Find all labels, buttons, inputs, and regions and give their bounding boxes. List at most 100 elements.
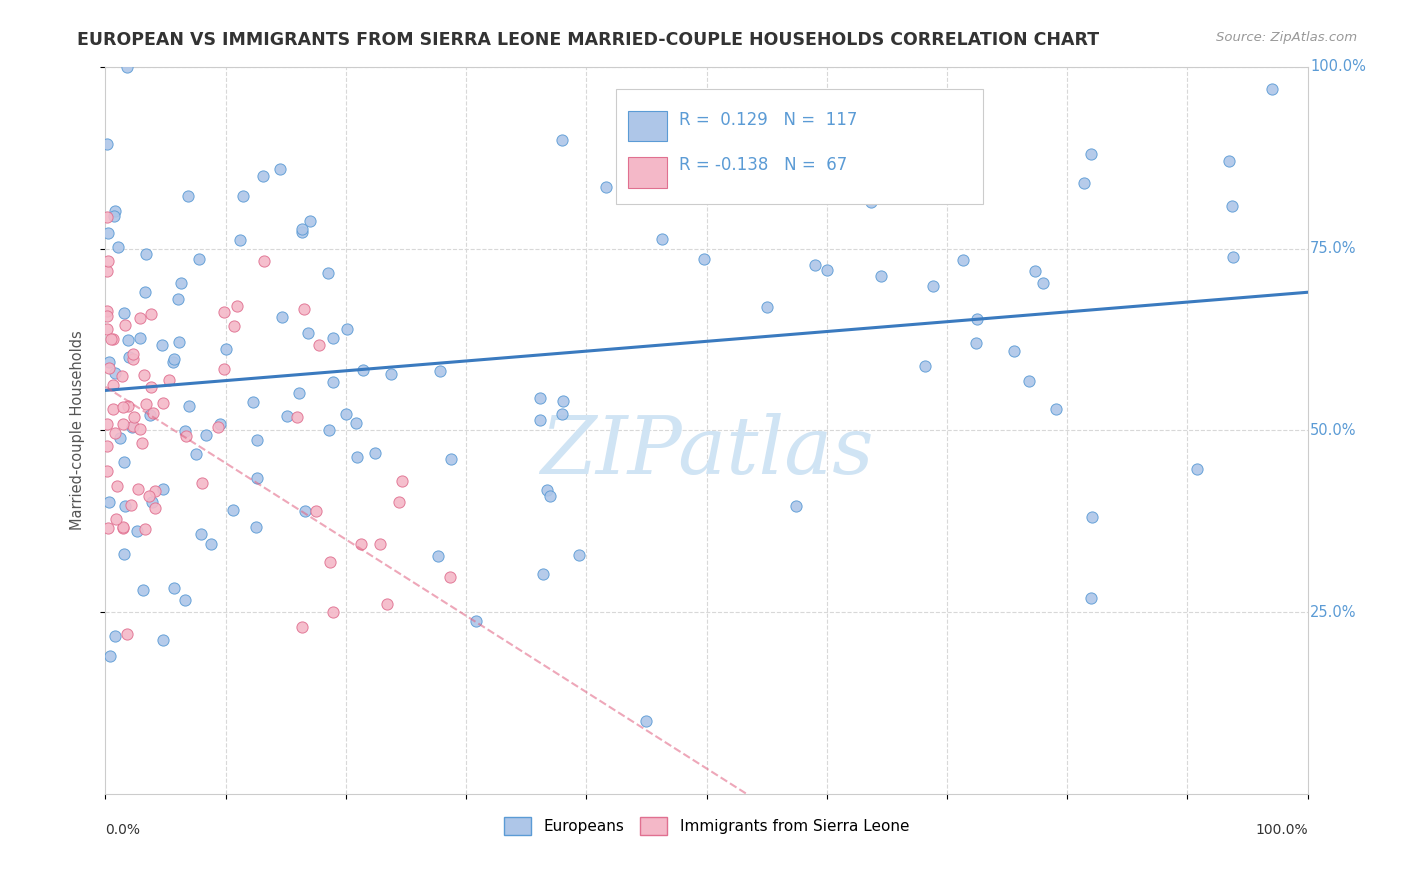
- Point: [112, 306, 135, 320]
- Point: [1045, 401, 1067, 416]
- Point: [245, 520, 267, 534]
- Point: [186, 447, 208, 461]
- Point: [551, 408, 574, 422]
- Point: [163, 581, 186, 595]
- Point: [465, 614, 488, 628]
- Point: [551, 394, 574, 409]
- Point: [105, 479, 128, 493]
- Point: [1073, 177, 1095, 191]
- Text: R =  0.129   N =  117: R = 0.129 N = 117: [679, 111, 858, 129]
- Point: [134, 522, 156, 536]
- Point: [141, 494, 163, 508]
- Point: [291, 222, 314, 236]
- Point: [318, 266, 340, 280]
- Point: [269, 161, 291, 176]
- Point: [129, 310, 152, 325]
- Point: [121, 420, 143, 434]
- Point: [222, 319, 245, 334]
- Point: [112, 520, 135, 534]
- Point: [129, 331, 152, 345]
- Point: [344, 416, 367, 430]
- Point: [96, 304, 118, 318]
- Point: [111, 417, 134, 432]
- Point: [914, 359, 936, 373]
- Point: [785, 499, 807, 513]
- Point: [322, 376, 344, 390]
- Point: [1018, 374, 1040, 388]
- Point: [1218, 154, 1240, 169]
- Point: [117, 333, 139, 347]
- Point: [290, 620, 312, 634]
- Point: [122, 352, 145, 367]
- Point: [96, 322, 118, 336]
- Point: [190, 526, 212, 541]
- Point: [104, 204, 127, 219]
- Point: [1002, 344, 1025, 359]
- Point: [1032, 276, 1054, 290]
- Text: R = -0.138   N =  67: R = -0.138 N = 67: [679, 156, 848, 174]
- Text: 100.0%: 100.0%: [1310, 60, 1365, 74]
- Point: [529, 392, 551, 406]
- Point: [173, 593, 195, 607]
- Point: [174, 424, 197, 438]
- Point: [191, 475, 214, 490]
- Point: [427, 549, 450, 563]
- Point: [212, 305, 235, 319]
- Point: [96, 137, 118, 152]
- Point: [860, 195, 883, 210]
- Point: [364, 445, 387, 459]
- Text: ZIPatlas: ZIPatlas: [540, 414, 873, 491]
- Text: 50.0%: 50.0%: [1310, 423, 1357, 438]
- Point: [194, 427, 217, 442]
- Point: [299, 214, 322, 228]
- Point: [122, 419, 145, 434]
- Point: [531, 566, 554, 581]
- Point: [226, 299, 249, 313]
- Point: [96, 439, 118, 453]
- Point: [143, 500, 166, 515]
- Point: [568, 548, 591, 562]
- Point: [815, 263, 838, 277]
- Point: [380, 367, 402, 381]
- Point: [107, 240, 129, 254]
- Point: [131, 436, 153, 450]
- Point: [232, 189, 254, 203]
- Text: Source: ZipAtlas.com: Source: ZipAtlas.com: [1216, 31, 1357, 45]
- Point: [134, 285, 156, 299]
- Point: [595, 180, 617, 194]
- Point: [112, 455, 135, 469]
- Point: [103, 401, 125, 416]
- Point: [120, 498, 142, 512]
- Text: 0.0%: 0.0%: [105, 822, 141, 837]
- Point: [551, 132, 574, 146]
- Point: [167, 292, 190, 306]
- Point: [163, 352, 186, 367]
- Point: [142, 406, 165, 420]
- Point: [1220, 199, 1243, 213]
- Point: [104, 512, 127, 526]
- Point: [229, 233, 252, 247]
- Point: [139, 307, 162, 321]
- Point: [114, 500, 136, 514]
- Point: [1185, 462, 1208, 476]
- Text: 100.0%: 100.0%: [1256, 822, 1308, 837]
- Point: [138, 489, 160, 503]
- Point: [128, 422, 150, 436]
- Point: [651, 232, 673, 246]
- Point: [242, 395, 264, 409]
- FancyBboxPatch shape: [616, 88, 983, 204]
- Point: [287, 386, 309, 401]
- Point: [152, 633, 174, 648]
- Point: [115, 60, 138, 74]
- Point: [174, 429, 197, 443]
- Point: [98, 648, 121, 663]
- Point: [111, 400, 134, 414]
- Point: [207, 419, 229, 434]
- Point: [122, 347, 145, 361]
- Text: EUROPEAN VS IMMIGRANTS FROM SIERRA LEONE MARRIED-COUPLE HOUSEHOLDS CORRELATION C: EUROPEAN VS IMMIGRANTS FROM SIERRA LEONE…: [77, 31, 1099, 49]
- Point: [177, 189, 200, 203]
- Point: [294, 504, 316, 518]
- Point: [104, 426, 127, 441]
- Point: [103, 210, 125, 224]
- Point: [112, 547, 135, 561]
